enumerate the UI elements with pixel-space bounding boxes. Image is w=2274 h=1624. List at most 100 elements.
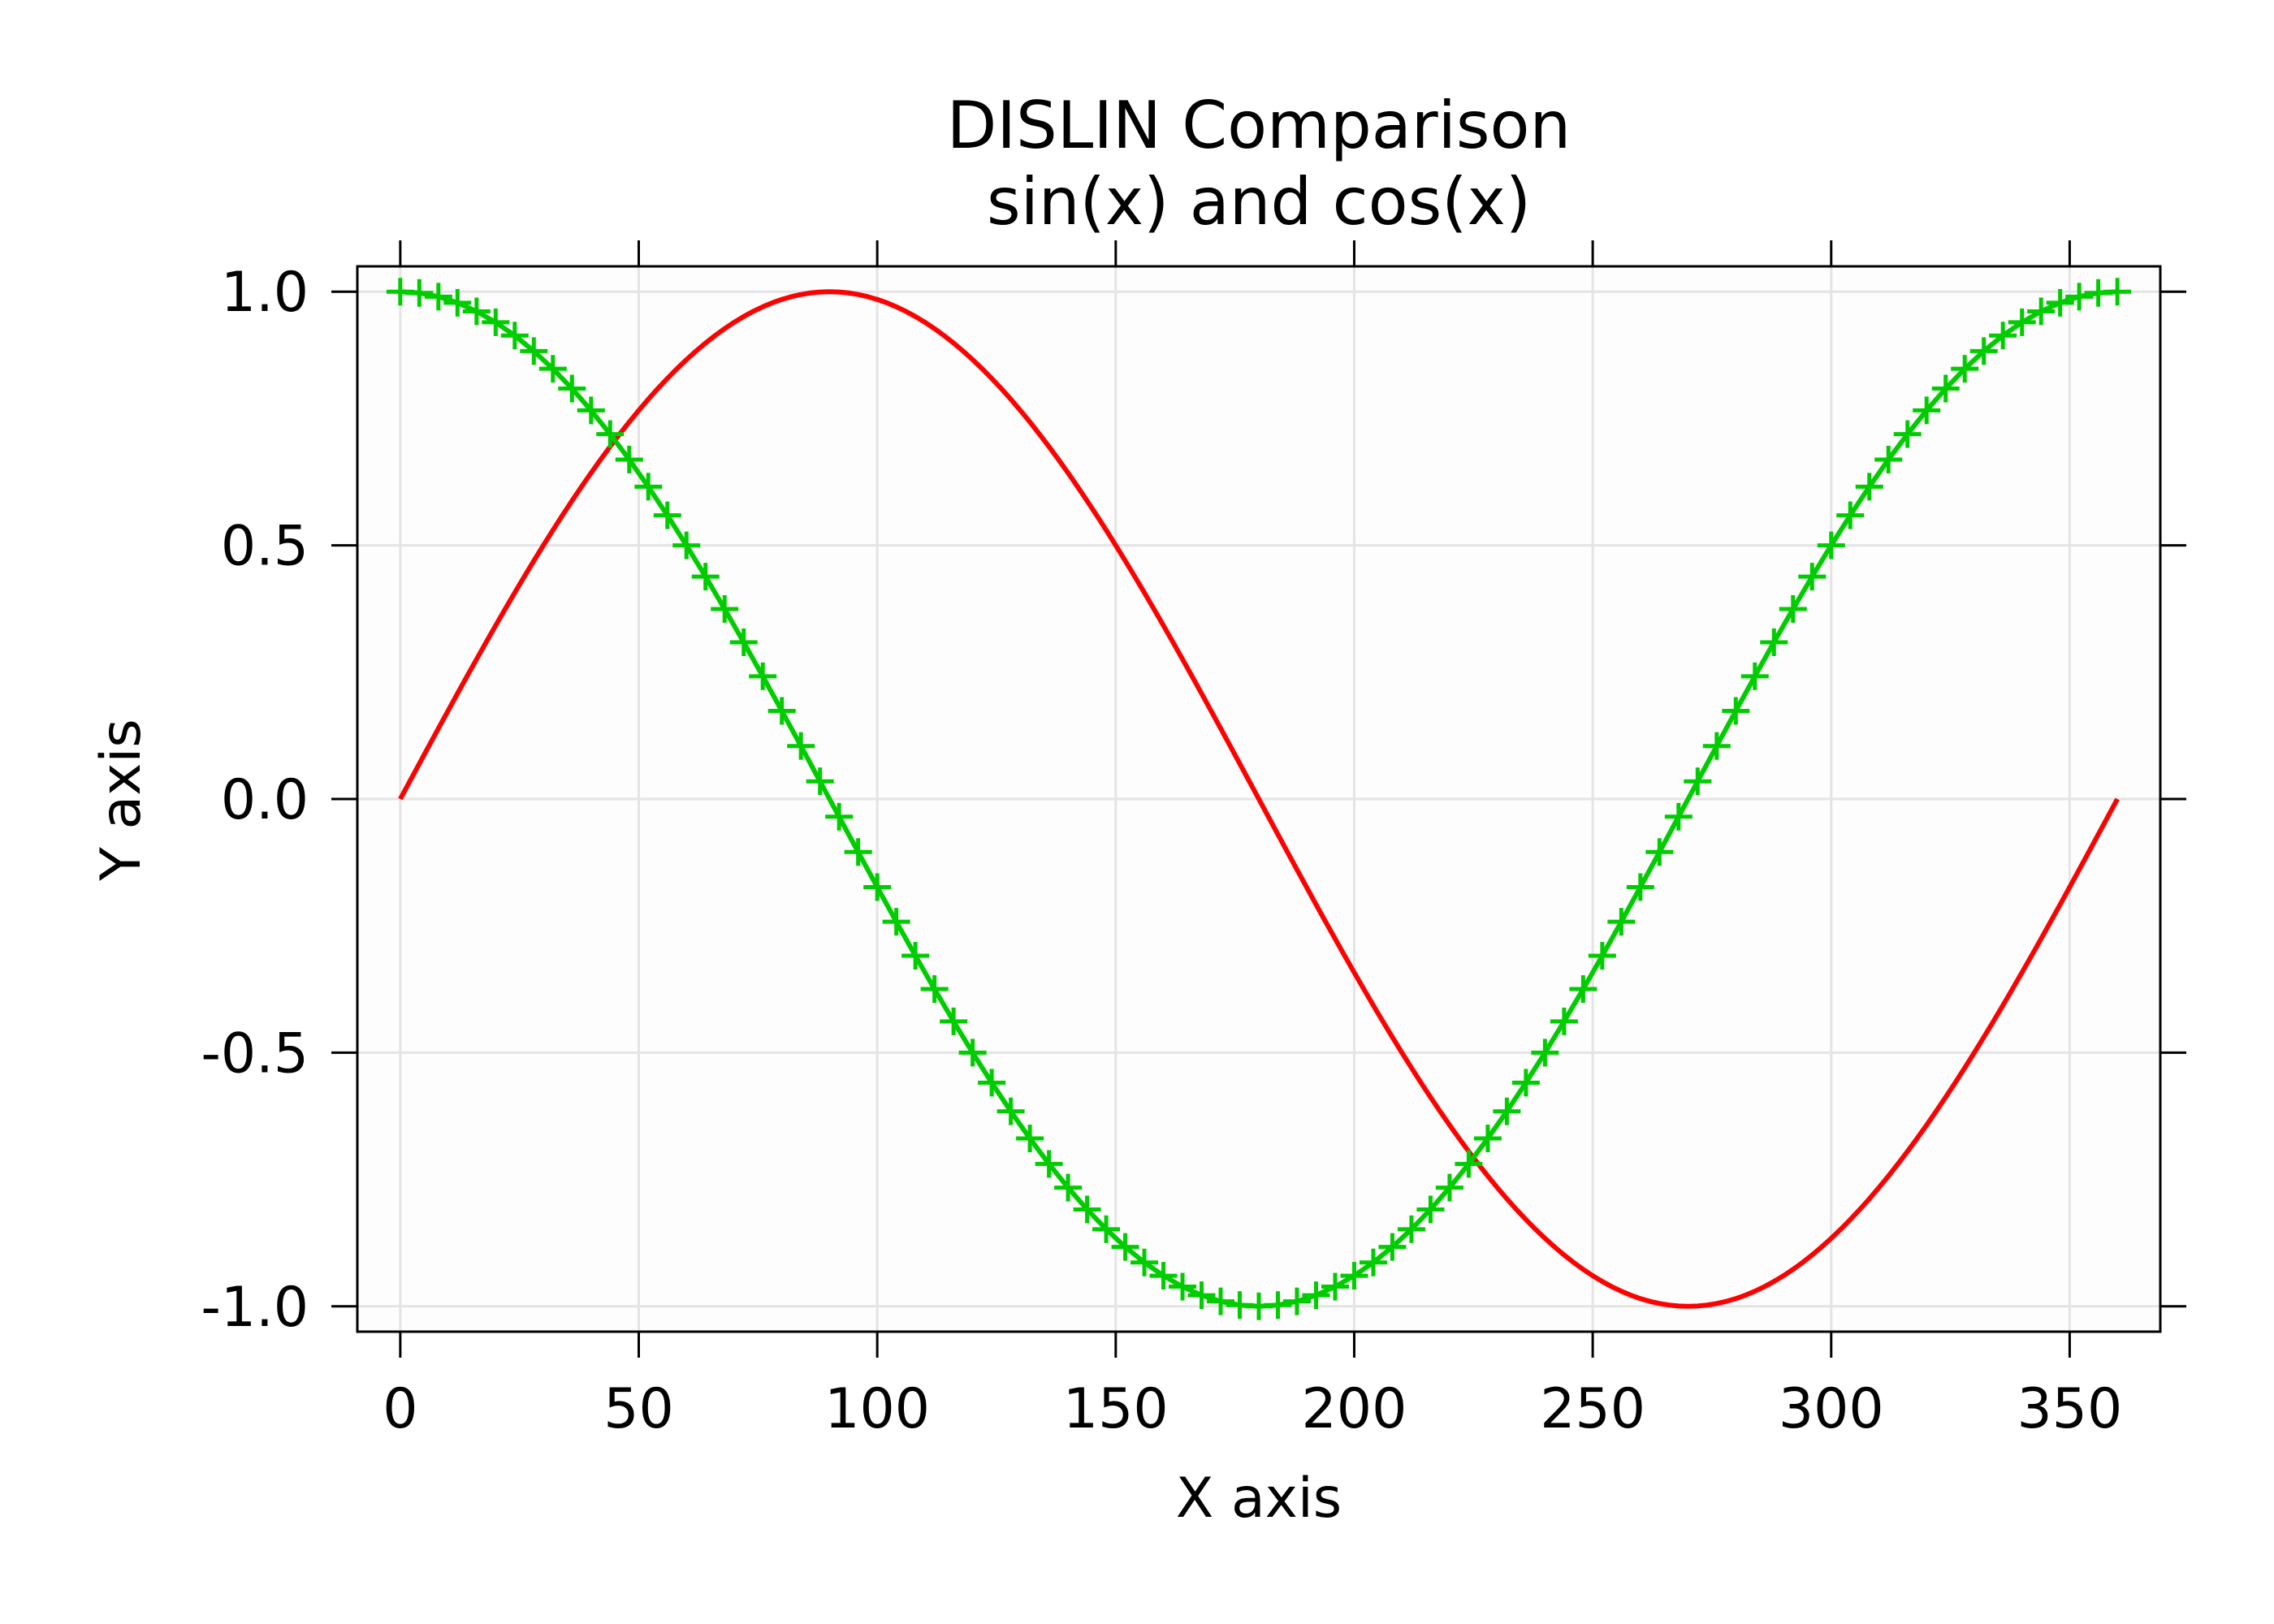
series-cos-x-point xyxy=(1684,767,1712,796)
series-cos-x-point xyxy=(863,873,892,901)
series-cos-x-point xyxy=(500,322,529,350)
series-cos-x-point xyxy=(1569,975,1597,1004)
series-cos-x-point xyxy=(424,283,452,311)
series-cos-x-point xyxy=(2027,297,2056,326)
series-cos-x-point xyxy=(653,501,681,529)
series-cos-x-point xyxy=(2065,283,2094,311)
series-cos-x-point xyxy=(844,838,872,866)
series-cos-x-point xyxy=(1340,1262,1368,1290)
series-cos-x-point xyxy=(1131,1248,1159,1276)
x-tick-label: 0 xyxy=(383,1377,417,1441)
series-cos-x-point xyxy=(2046,288,2074,317)
series-cos-x-point xyxy=(634,473,663,501)
series-cos-x-point xyxy=(882,908,910,936)
series-cos-x-point xyxy=(1817,531,1845,559)
series-cos-x-point xyxy=(1740,662,1769,690)
series-cos-x-point xyxy=(1531,1039,1559,1067)
series-cos-x-point xyxy=(405,279,434,307)
series-cos-x-point xyxy=(482,308,510,336)
series-cos-x-point xyxy=(1187,1281,1216,1310)
series-cos-x-point xyxy=(538,355,567,383)
series-cos-x-point xyxy=(1493,1097,1521,1125)
series-cos-x-point xyxy=(596,420,625,448)
series-cos-x-point xyxy=(920,975,949,1004)
series-cos-x-point xyxy=(1951,355,1979,383)
y-axis-label: Y axis xyxy=(89,719,153,881)
series-cos-x-point xyxy=(1016,1125,1044,1153)
series-cos-x-point xyxy=(1455,1150,1483,1178)
series-cos-x-point xyxy=(1207,1287,1235,1315)
series-cos-x-point xyxy=(1722,697,1750,725)
series-cos-x-point xyxy=(443,288,472,317)
series-cos-x-point xyxy=(1645,838,1674,866)
axes xyxy=(331,240,2186,1358)
series-cos-x-point xyxy=(1511,1069,1540,1097)
x-tick-label: 250 xyxy=(1540,1377,1645,1441)
x-tick-label: 200 xyxy=(1302,1377,1407,1441)
series-cos-x-point xyxy=(577,396,605,425)
series-cos-x-point xyxy=(1264,1291,1292,1320)
series-cos-x-point xyxy=(1435,1173,1463,1202)
series-cos-x-point xyxy=(787,732,815,760)
series-cos-x-point xyxy=(520,337,548,365)
series-cos-x-point xyxy=(1779,594,1807,623)
series-cos-x-point xyxy=(729,628,758,656)
y-tick-label: 1.0 xyxy=(221,261,309,325)
series-layer xyxy=(386,278,2132,1320)
x-tick-label: 350 xyxy=(2017,1377,2123,1441)
labels: DISLIN Comparison sin(x) and cos(x) X ax… xyxy=(89,88,2122,1531)
series-cos-x-point xyxy=(1836,501,1865,529)
series-cos-x-point xyxy=(558,374,586,403)
series-cos-x-point xyxy=(901,942,930,970)
series-cos-x-point xyxy=(1073,1195,1101,1224)
series-cos-x-point xyxy=(1798,563,1827,591)
chart-title: DISLIN Comparison xyxy=(947,88,1571,163)
x-tick-label: 150 xyxy=(1063,1377,1169,1441)
series-cos-x-point xyxy=(2008,308,2036,336)
series-cos-x-point xyxy=(1913,396,1941,425)
y-tick-label: -1.0 xyxy=(201,1276,309,1340)
series-sin-x-line xyxy=(398,289,2120,1309)
series-cos-x-point xyxy=(1378,1233,1407,1261)
series-cos-x-point xyxy=(1282,1287,1311,1315)
series-cos-x-point xyxy=(1760,628,1788,656)
series-cos-x-point xyxy=(1874,445,1903,473)
series-cos-x-point xyxy=(1416,1195,1445,1224)
series-cos-x-point xyxy=(1149,1262,1178,1290)
series-cos-x-point xyxy=(672,531,701,559)
series-cos-x-point xyxy=(1169,1272,1197,1301)
y-tick-label: 0.0 xyxy=(221,768,309,832)
series-cos-x-point xyxy=(1397,1215,1425,1243)
series-cos-x-point xyxy=(1664,802,1693,831)
x-tick-label: 50 xyxy=(603,1377,674,1441)
series-cos-x-point xyxy=(462,297,491,326)
series-cos-x-point xyxy=(996,1097,1025,1125)
series-cos-x-point xyxy=(1359,1248,1387,1276)
series-cos-x-point xyxy=(825,802,854,831)
series-cos-x-point xyxy=(1931,374,1960,403)
series-cos-x-point xyxy=(615,445,643,473)
series-cos-x-point xyxy=(958,1039,987,1067)
series-cos-x-point xyxy=(1111,1233,1139,1261)
y-tick-label: 0.5 xyxy=(221,515,309,579)
series-cos-x-point xyxy=(940,1007,968,1035)
series-cos-x-point xyxy=(1473,1125,1502,1153)
series-cos-x-point xyxy=(1550,1007,1578,1035)
series-cos-x-point xyxy=(806,767,834,796)
x-axis-label: X axis xyxy=(1176,1466,1342,1531)
series-cos-x-point xyxy=(1969,337,1998,365)
series-cos-x-point xyxy=(1702,732,1731,760)
x-tick-label: 100 xyxy=(824,1377,930,1441)
chart-subtitle: sin(x) and cos(x) xyxy=(987,164,1531,240)
series-cos-x-point xyxy=(1626,873,1654,901)
series-cos-x-point xyxy=(1321,1272,1349,1301)
series-cos-x-point xyxy=(1588,942,1616,970)
series-cos-x-point xyxy=(749,662,777,690)
series-cos-x-point xyxy=(1092,1215,1121,1243)
series-cos-x-point xyxy=(1054,1173,1083,1202)
series-cos-x-point xyxy=(1035,1150,1063,1178)
series-cos-x-point xyxy=(767,697,796,725)
series-cos-x-point xyxy=(1607,908,1636,936)
series-cos-x-point xyxy=(1855,473,1883,501)
